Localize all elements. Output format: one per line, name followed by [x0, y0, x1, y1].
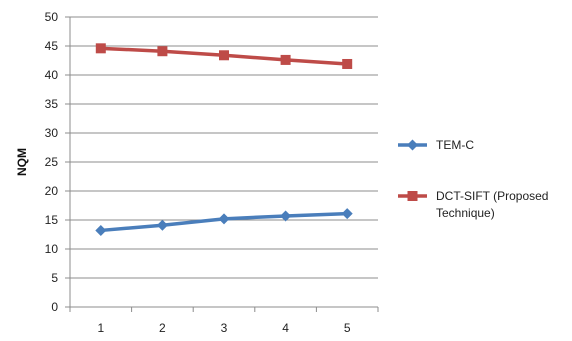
y-tick-label: 10: [45, 242, 59, 256]
data-point: [280, 54, 291, 65]
legend-item: DCT-SIFT (Proposed Technique): [398, 189, 548, 220]
series-layer: [95, 43, 353, 236]
x-tick-label: 4: [282, 321, 289, 335]
series-1: [95, 208, 353, 236]
data-point: [156, 219, 168, 231]
y-axis-label: NQM: [15, 148, 29, 176]
legend-item: TEM-C: [398, 138, 474, 152]
y-tick-label: 50: [45, 10, 59, 24]
y-tick-label: 30: [45, 126, 59, 140]
legend-label: DCT-SIFT (Proposed Technique): [436, 189, 548, 220]
data-point: [342, 58, 353, 69]
legend-swatch-marker: [407, 139, 418, 151]
series-2: [95, 43, 353, 69]
legend-label: TEM-C: [436, 138, 474, 152]
y-tick-label: 5: [51, 271, 58, 285]
grid-lines: [70, 16, 378, 279]
x-tick-label: 1: [97, 321, 104, 335]
axes: [65, 16, 379, 312]
x-tick-label: 3: [221, 321, 228, 335]
x-tick-labels: 1 2 3 4 5: [97, 321, 350, 335]
legend: TEM-C DCT-SIFT (Proposed Technique): [398, 138, 548, 220]
y-tick-label: 15: [45, 213, 59, 227]
data-point: [95, 43, 106, 54]
data-point: [157, 46, 168, 57]
data-point: [219, 50, 229, 61]
x-tick-label: 5: [344, 321, 351, 335]
data-point: [280, 210, 292, 222]
legend-swatch-marker: [407, 191, 418, 201]
y-tick-label: 35: [45, 97, 59, 111]
x-tick-label: 2: [159, 321, 166, 335]
y-tick-label: 45: [45, 39, 59, 53]
y-tick-label: 0: [51, 300, 58, 314]
data-point: [95, 224, 107, 236]
y-tick-labels: 0 5 10 15 20 25 30 35 40 45 50: [45, 10, 59, 314]
y-tick-label: 40: [45, 68, 59, 82]
y-tick-label: 20: [45, 184, 59, 198]
data-point: [341, 208, 353, 220]
y-tick-label: 25: [45, 155, 59, 169]
data-point: [218, 213, 230, 225]
